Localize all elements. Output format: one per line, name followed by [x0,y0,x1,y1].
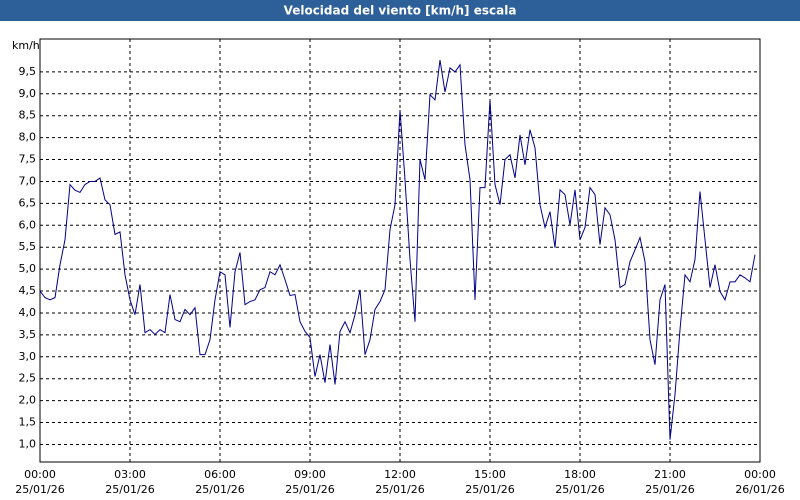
x-tick-label: 15:00 [474,468,506,481]
x-tick-label: 03:00 [114,468,146,481]
x-tick-date: 26/01/26 [735,483,784,496]
y-tick-label: 4,5 [19,284,37,297]
x-tick-date: 25/01/26 [195,483,244,496]
y-tick-label: 1,5 [19,416,37,429]
data-line [39,59,756,440]
y-tick-label: 4,0 [19,306,37,319]
x-tick-label: 00:00 [24,468,56,481]
x-tick-date: 25/01/26 [15,483,64,496]
x-tick-date: 25/01/26 [105,483,154,496]
title-bar [0,0,800,21]
x-tick-label: 12:00 [384,468,416,481]
x-tick-date: 25/01/26 [555,483,604,496]
x-tick-date: 25/01/26 [375,483,424,496]
y-tick-label: 2,0 [19,394,37,407]
y-tick-label: 6,5 [19,196,37,209]
y-tick-label: 8,5 [19,109,37,122]
y-tick-label: 7,5 [19,153,37,166]
x-tick-label: 09:00 [294,468,326,481]
y-tick-label: 5,5 [19,240,37,253]
y-tick-label: 1,0 [19,437,37,450]
x-tick-date: 25/01/26 [465,483,514,496]
x-tick-date: 25/01/26 [285,483,334,496]
y-tick-label: 8,0 [19,131,37,144]
x-tick-label: 21:00 [654,468,686,481]
chart-title: Velocidad del viento [km/h] escala [284,4,517,18]
y-tick-label: 6,0 [19,218,37,231]
y-tick-label: 9,0 [19,87,37,100]
y-tick-label: 2,5 [19,372,37,385]
y-axis-label: km/h [12,39,40,52]
y-tick-label: 3,0 [19,350,37,363]
y-tick-label: 7,0 [19,174,37,187]
y-tick-label: 5,0 [19,262,37,275]
y-tick-label: 3,5 [19,328,37,341]
x-tick-label: 18:00 [564,468,596,481]
x-tick-label: 06:00 [204,468,236,481]
x-tick-date: 25/01/26 [645,483,694,496]
x-tick-label: 00:00 [744,468,776,481]
y-tick-label: 9,5 [19,65,37,78]
